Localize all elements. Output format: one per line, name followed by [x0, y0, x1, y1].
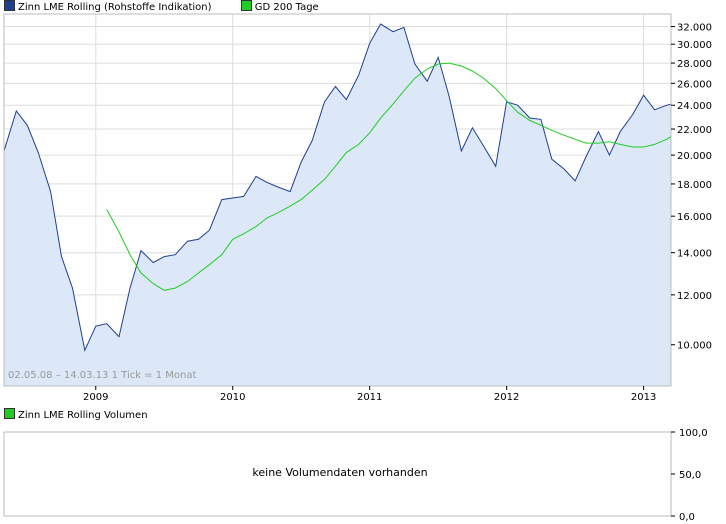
x-tick-label: 2013 [631, 392, 656, 403]
legend-label-ma: GD 200 Tage [254, 2, 319, 13]
price-x-axis: 2009 2010 2011 2012 2013 [83, 386, 656, 403]
x-tick-label: 2011 [357, 392, 382, 403]
volume-y-axis: 0,0 50,0 100,0 [671, 428, 708, 523]
legend-entry-price: Zinn LME Rolling (Rohstoffe Indikation) [4, 0, 212, 15]
y-tick-label: 18.000 [677, 180, 712, 191]
y-tick-label: 10.000 [677, 341, 712, 352]
y-tick-label: 22.000 [677, 125, 712, 136]
main-legend: Zinn LME Rolling (Rohstoffe Indikation) … [4, 0, 345, 14]
y-tick-label: 20.000 [677, 151, 712, 162]
y-tick-label: 14.000 [677, 249, 712, 260]
volume-y-tick-label: 0,0 [679, 512, 695, 523]
price-line [3, 23, 672, 352]
y-tick-label: 24.000 [677, 101, 712, 112]
y-tick-label: 28.000 [677, 59, 712, 70]
volume-y-tick-label: 100,0 [679, 428, 708, 439]
volume-y-tick-label: 50,0 [679, 470, 701, 481]
y-tick-label: 32.000 [677, 23, 712, 34]
no-volume-message: keine Volumendaten vorhanden [252, 466, 427, 479]
price-plot-frame [3, 13, 672, 387]
legend-entry-ma: GD 200 Tage [240, 0, 319, 15]
x-tick-label: 2010 [220, 392, 245, 403]
y-tick-label: 30.000 [677, 40, 712, 51]
legend-label-volume: Zinn LME Rolling Volumen [18, 410, 148, 421]
price-y-axis: 10.000 12.000 14.000 16.000 18.000 20.000 22.0… [671, 23, 712, 352]
volume-legend: Zinn LME Rolling Volumen [4, 408, 174, 422]
x-tick-label: 2012 [494, 392, 519, 403]
price-area [4, 24, 671, 386]
legend-entry-volume: Zinn LME Rolling Volumen [4, 408, 148, 423]
y-tick-label: 26.000 [677, 79, 712, 90]
legend-label-price: Zinn LME Rolling (Rohstoffe Indikation) [18, 2, 212, 13]
legend-swatch-ma [240, 0, 252, 11]
y-tick-label: 12.000 [677, 291, 712, 302]
legend-swatch-volume [4, 408, 15, 419]
y-tick-label: 16.000 [677, 212, 712, 223]
x-tick-label: 2009 [83, 392, 108, 403]
ma-line [106, 62, 672, 291]
date-range-note: 02.05.08 – 14.03.13 1 Tick = 1 Monat [8, 370, 196, 381]
legend-swatch-price [4, 0, 15, 11]
